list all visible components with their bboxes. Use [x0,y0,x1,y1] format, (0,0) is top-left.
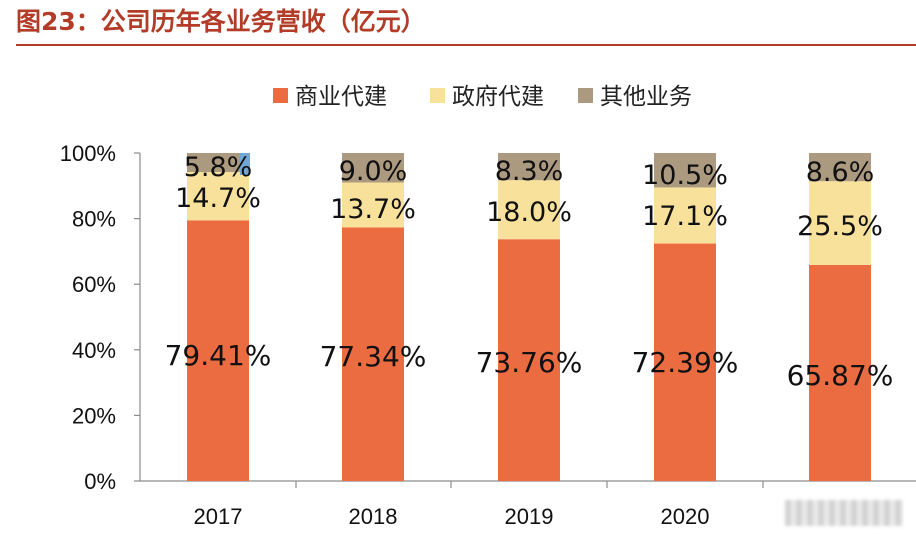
x-tick-label: 2017 [194,504,243,529]
y-tick-label: 60% [72,272,116,297]
data-label: 8.3% [495,156,564,187]
data-label: 13.7% [330,194,416,225]
data-label: 14.7% [175,183,261,214]
data-label: 8.6% [806,157,875,188]
bar-segment [187,220,249,481]
axes: 0% 20% 40% 60% 80% 100% 2017 2018 2019 2020 [60,141,916,529]
legend-label: 其他业务 [600,84,692,110]
y-tick-label: 0% [84,469,116,494]
y-tick-label: 100% [60,141,116,166]
bar-segment [809,153,871,182]
legend-label: 商业代建 [295,84,387,110]
legend-swatch [273,88,288,103]
bar-marker [240,153,250,175]
data-label: 10.5% [642,160,728,191]
bar-segment [187,153,249,173]
title-divider [16,44,916,46]
data-label: 72.39% [632,346,739,379]
bar-segment [809,181,871,265]
bar-segment [342,153,404,183]
x-tick-label: 2020 [661,504,710,529]
data-label: 25.5% [797,211,883,242]
data-label: 9.0% [339,156,408,187]
bar-segment [187,172,249,221]
data-label: 77.34% [320,340,427,373]
bar-segment [498,180,560,240]
legend: 商业代建 政府代建 其他业务 [273,84,692,110]
data-label: 5.8% [184,152,253,183]
bar-segment [809,264,871,481]
bars [187,153,871,481]
y-tick-label: 40% [72,338,116,363]
x-tick-label: 2018 [349,504,398,529]
bar-segment [498,153,560,181]
data-label: 65.87% [787,359,894,392]
watermark [785,500,903,526]
legend-swatch [430,88,445,103]
y-tick-label: 20% [72,403,116,428]
legend-label: 政府代建 [452,84,544,110]
bar-segment [342,227,404,481]
bar-segment [342,182,404,228]
data-label: 18.0% [486,197,572,228]
x-tick-label: 2019 [505,504,554,529]
legend-swatch [578,88,593,103]
bar-segment [654,153,716,188]
bar-segment [654,243,716,481]
data-label: 73.76% [476,346,583,379]
chart-title: 图23：公司历年各业务营收（亿元） [16,7,426,36]
data-label: 79.41% [165,339,272,372]
data-label: 17.1% [642,201,728,232]
bar-segment [654,187,716,244]
bar-segment [498,239,560,481]
data-labels: 79.41% 14.7%5.8% 77.34% 13.7% 9.0% 73.76% 18.0… [165,152,894,392]
y-tick-label: 80% [72,207,116,232]
